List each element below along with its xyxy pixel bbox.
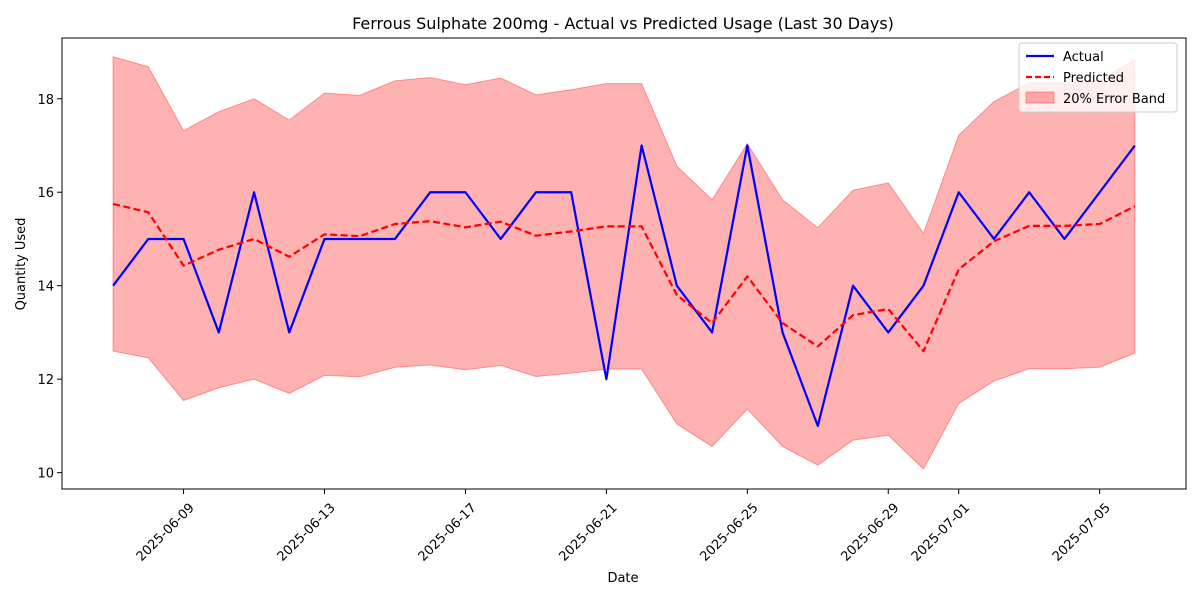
data-point-actual	[1133, 143, 1137, 147]
data-point-actual	[534, 190, 538, 194]
data-point-actual	[146, 237, 150, 241]
data-point-predicted	[957, 267, 961, 271]
legend-box	[1018, 42, 1178, 113]
data-point-actual	[217, 330, 221, 334]
data-point-predicted	[992, 239, 996, 243]
data-point-predicted	[851, 313, 855, 317]
data-point-actual	[745, 143, 749, 147]
legend-label-actual: Actual	[1063, 50, 1104, 65]
data-point-predicted	[604, 224, 608, 228]
data-point-predicted	[1027, 224, 1031, 228]
data-point-predicted	[675, 293, 679, 297]
data-point-actual	[111, 284, 115, 288]
data-point-actual	[710, 330, 714, 334]
data-point-actual	[640, 143, 644, 147]
data-point-predicted	[816, 344, 820, 348]
plot-frame	[61, 37, 1187, 490]
data-point-actual	[921, 284, 925, 288]
data-point-predicted	[886, 307, 890, 311]
data-point-actual	[428, 190, 432, 194]
data-point-predicted	[111, 202, 115, 206]
data-point-predicted	[499, 220, 503, 224]
legend-label-error-band: 20% Error Band	[1063, 92, 1165, 107]
y-tick-label: 18	[37, 93, 54, 108]
data-point-actual	[569, 190, 573, 194]
y-axis-label: Quantity Used	[14, 218, 29, 311]
data-point-predicted	[323, 232, 327, 236]
data-point-actual	[323, 237, 327, 241]
legend-swatch-error-band	[1025, 91, 1055, 104]
plot-area	[61, 37, 1187, 490]
data-point-actual	[675, 284, 679, 288]
data-point-actual	[851, 284, 855, 288]
data-point-actual	[957, 190, 961, 194]
data-point-actual	[287, 330, 291, 334]
data-point-actual	[604, 377, 608, 381]
data-point-actual	[781, 330, 785, 334]
data-point-actual	[182, 237, 186, 241]
series-line-actual	[112, 144, 1136, 428]
data-point-predicted	[1098, 222, 1102, 226]
y-tick-label: 14	[37, 280, 54, 295]
data-point-actual	[1027, 190, 1031, 194]
data-point-actual	[252, 190, 256, 194]
data-point-predicted	[146, 210, 150, 214]
data-point-predicted	[428, 219, 432, 223]
data-point-predicted	[745, 274, 749, 278]
y-tick-label: 16	[37, 186, 54, 201]
data-point-actual	[1062, 237, 1066, 241]
data-point-actual	[816, 424, 820, 428]
data-point-predicted	[534, 234, 538, 238]
data-point-actual	[886, 330, 890, 334]
x-axis-label: Date	[607, 571, 638, 586]
data-point-predicted	[217, 248, 221, 252]
data-point-predicted	[1062, 224, 1066, 228]
data-point-predicted	[781, 321, 785, 325]
data-point-predicted	[710, 321, 714, 325]
data-point-predicted	[921, 349, 925, 353]
data-point-actual	[463, 190, 467, 194]
legend-label-predicted: Predicted	[1063, 71, 1124, 86]
data-point-predicted	[640, 224, 644, 228]
series-line-predicted	[112, 202, 1136, 353]
data-point-predicted	[1133, 204, 1137, 208]
data-point-predicted	[287, 255, 291, 259]
legend: Actual Predicted 20% Error Band	[1018, 42, 1178, 113]
chart-title: Ferrous Sulphate 200mg - Actual vs Predi…	[352, 14, 894, 33]
y-tick-label: 12	[37, 373, 54, 388]
data-point-predicted	[182, 264, 186, 268]
data-point-predicted	[463, 225, 467, 229]
data-point-predicted	[569, 229, 573, 233]
y-tick-label: 10	[37, 467, 54, 482]
data-point-actual	[1098, 190, 1102, 194]
y-axis: 10 12 14 16 18	[37, 93, 62, 482]
data-point-predicted	[252, 237, 256, 241]
data-point-predicted	[393, 222, 397, 226]
data-point-actual	[393, 237, 397, 241]
data-point-predicted	[358, 234, 362, 238]
data-point-actual	[499, 237, 503, 241]
